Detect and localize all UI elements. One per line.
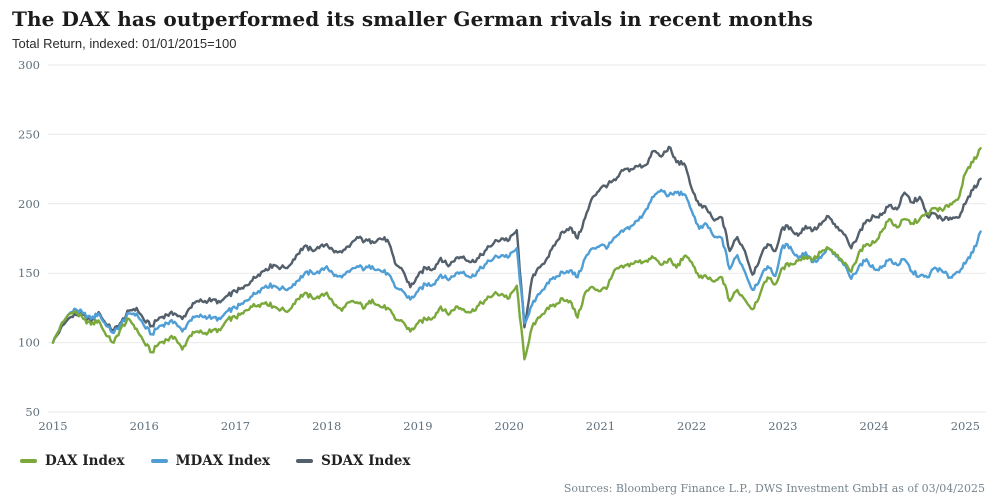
x-axis-label-2023: 2023 [768,419,797,433]
x-axis-label-2022: 2022 [677,419,706,433]
x-axis-label-2024: 2024 [859,419,888,433]
y-axis-label-100: 100 [18,336,40,350]
y-axis-label-150: 150 [18,266,40,280]
x-axis-label-2019: 2019 [403,419,432,433]
chart-title: The DAX has outperformed its smaller Ger… [12,7,814,31]
legend-label: DAX Index [45,453,125,469]
chart-legend: DAX Index MDAX Index SDAX Index [20,453,410,469]
legend-swatch-icon [296,459,314,463]
y-axis-label-50: 50 [25,405,40,419]
legend-label: MDAX Index [175,453,271,469]
x-axis-label-2017: 2017 [221,419,250,433]
x-axis-label-2025: 2025 [951,419,980,433]
y-axis-label-200: 200 [18,197,40,211]
legend-item-sdax-index: SDAX Index [296,453,410,469]
legend-item-mdax-index: MDAX Index [150,453,271,469]
legend-item-dax-index: DAX Index [20,453,125,469]
x-axis-label-2015: 2015 [38,419,67,433]
source-attribution: Sources: Bloomberg Finance L.P., DWS Inv… [563,482,985,495]
series-line-mdax-index [51,188,982,344]
legend-label: SDAX Index [321,453,411,469]
chart-subtitle: Total Return, indexed: 01/01/2015=100 [12,36,237,51]
x-axis-label-2016: 2016 [130,419,159,433]
x-axis-label-2020: 2020 [495,419,524,433]
legend-swatch-icon [20,459,37,463]
series-line-dax-index [51,147,982,361]
x-axis-label-2018: 2018 [312,419,341,433]
y-axis-label-250: 250 [18,127,40,141]
x-axis-label-2021: 2021 [586,419,615,433]
legend-swatch-icon [150,459,168,463]
y-axis-label-300: 300 [18,58,40,72]
series-line-sdax-index [51,145,982,344]
